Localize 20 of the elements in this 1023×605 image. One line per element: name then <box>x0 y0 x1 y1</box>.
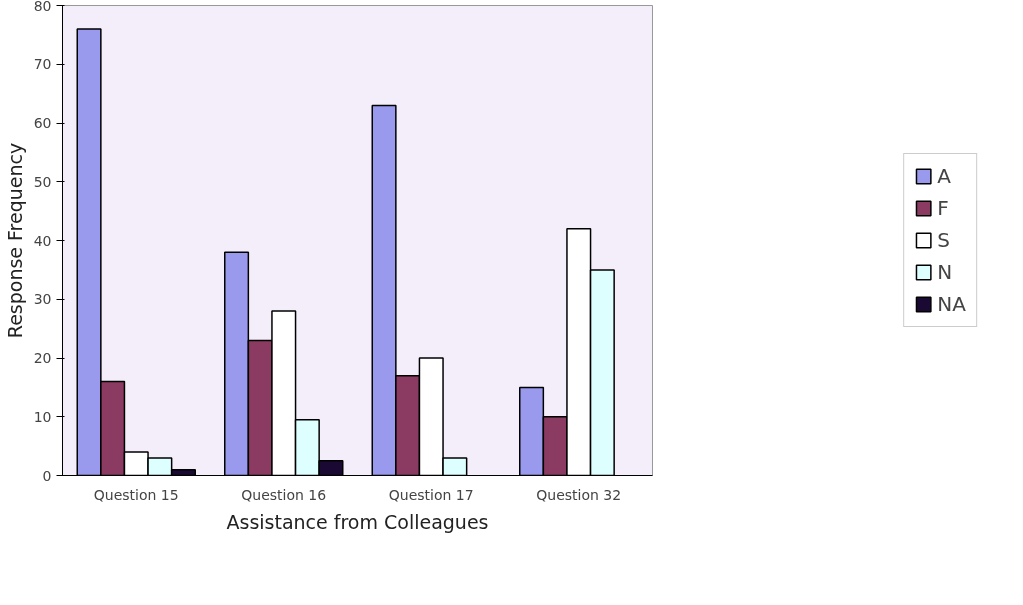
y-tick-label: 40 <box>33 232 52 249</box>
y-tick-label: 30 <box>33 291 52 308</box>
x-tick-label: Question 15 <box>93 486 179 503</box>
legend-label: NA <box>937 292 966 316</box>
x-tick-label: Question 32 <box>536 486 622 503</box>
y-tick-label: 0 <box>42 467 52 484</box>
x-tick-label: Question 16 <box>241 486 327 503</box>
y-tick-label: 80 <box>33 0 52 14</box>
y-tick-label: 60 <box>33 115 52 131</box>
x-tick-label: Question 17 <box>388 486 474 503</box>
y-tick-label: 10 <box>33 408 52 425</box>
legend-label: S <box>937 228 951 252</box>
y-axis-title: Response Frequency <box>3 142 26 339</box>
y-tick-label: 70 <box>33 56 52 73</box>
y-tick-label: 20 <box>33 350 52 366</box>
y-tick-label: 50 <box>33 173 52 190</box>
x-axis-title: Assistance from Colleagues <box>226 510 489 533</box>
legend-label: N <box>937 260 954 284</box>
legend-label: A <box>937 164 952 188</box>
legend-label: F <box>937 196 950 220</box>
